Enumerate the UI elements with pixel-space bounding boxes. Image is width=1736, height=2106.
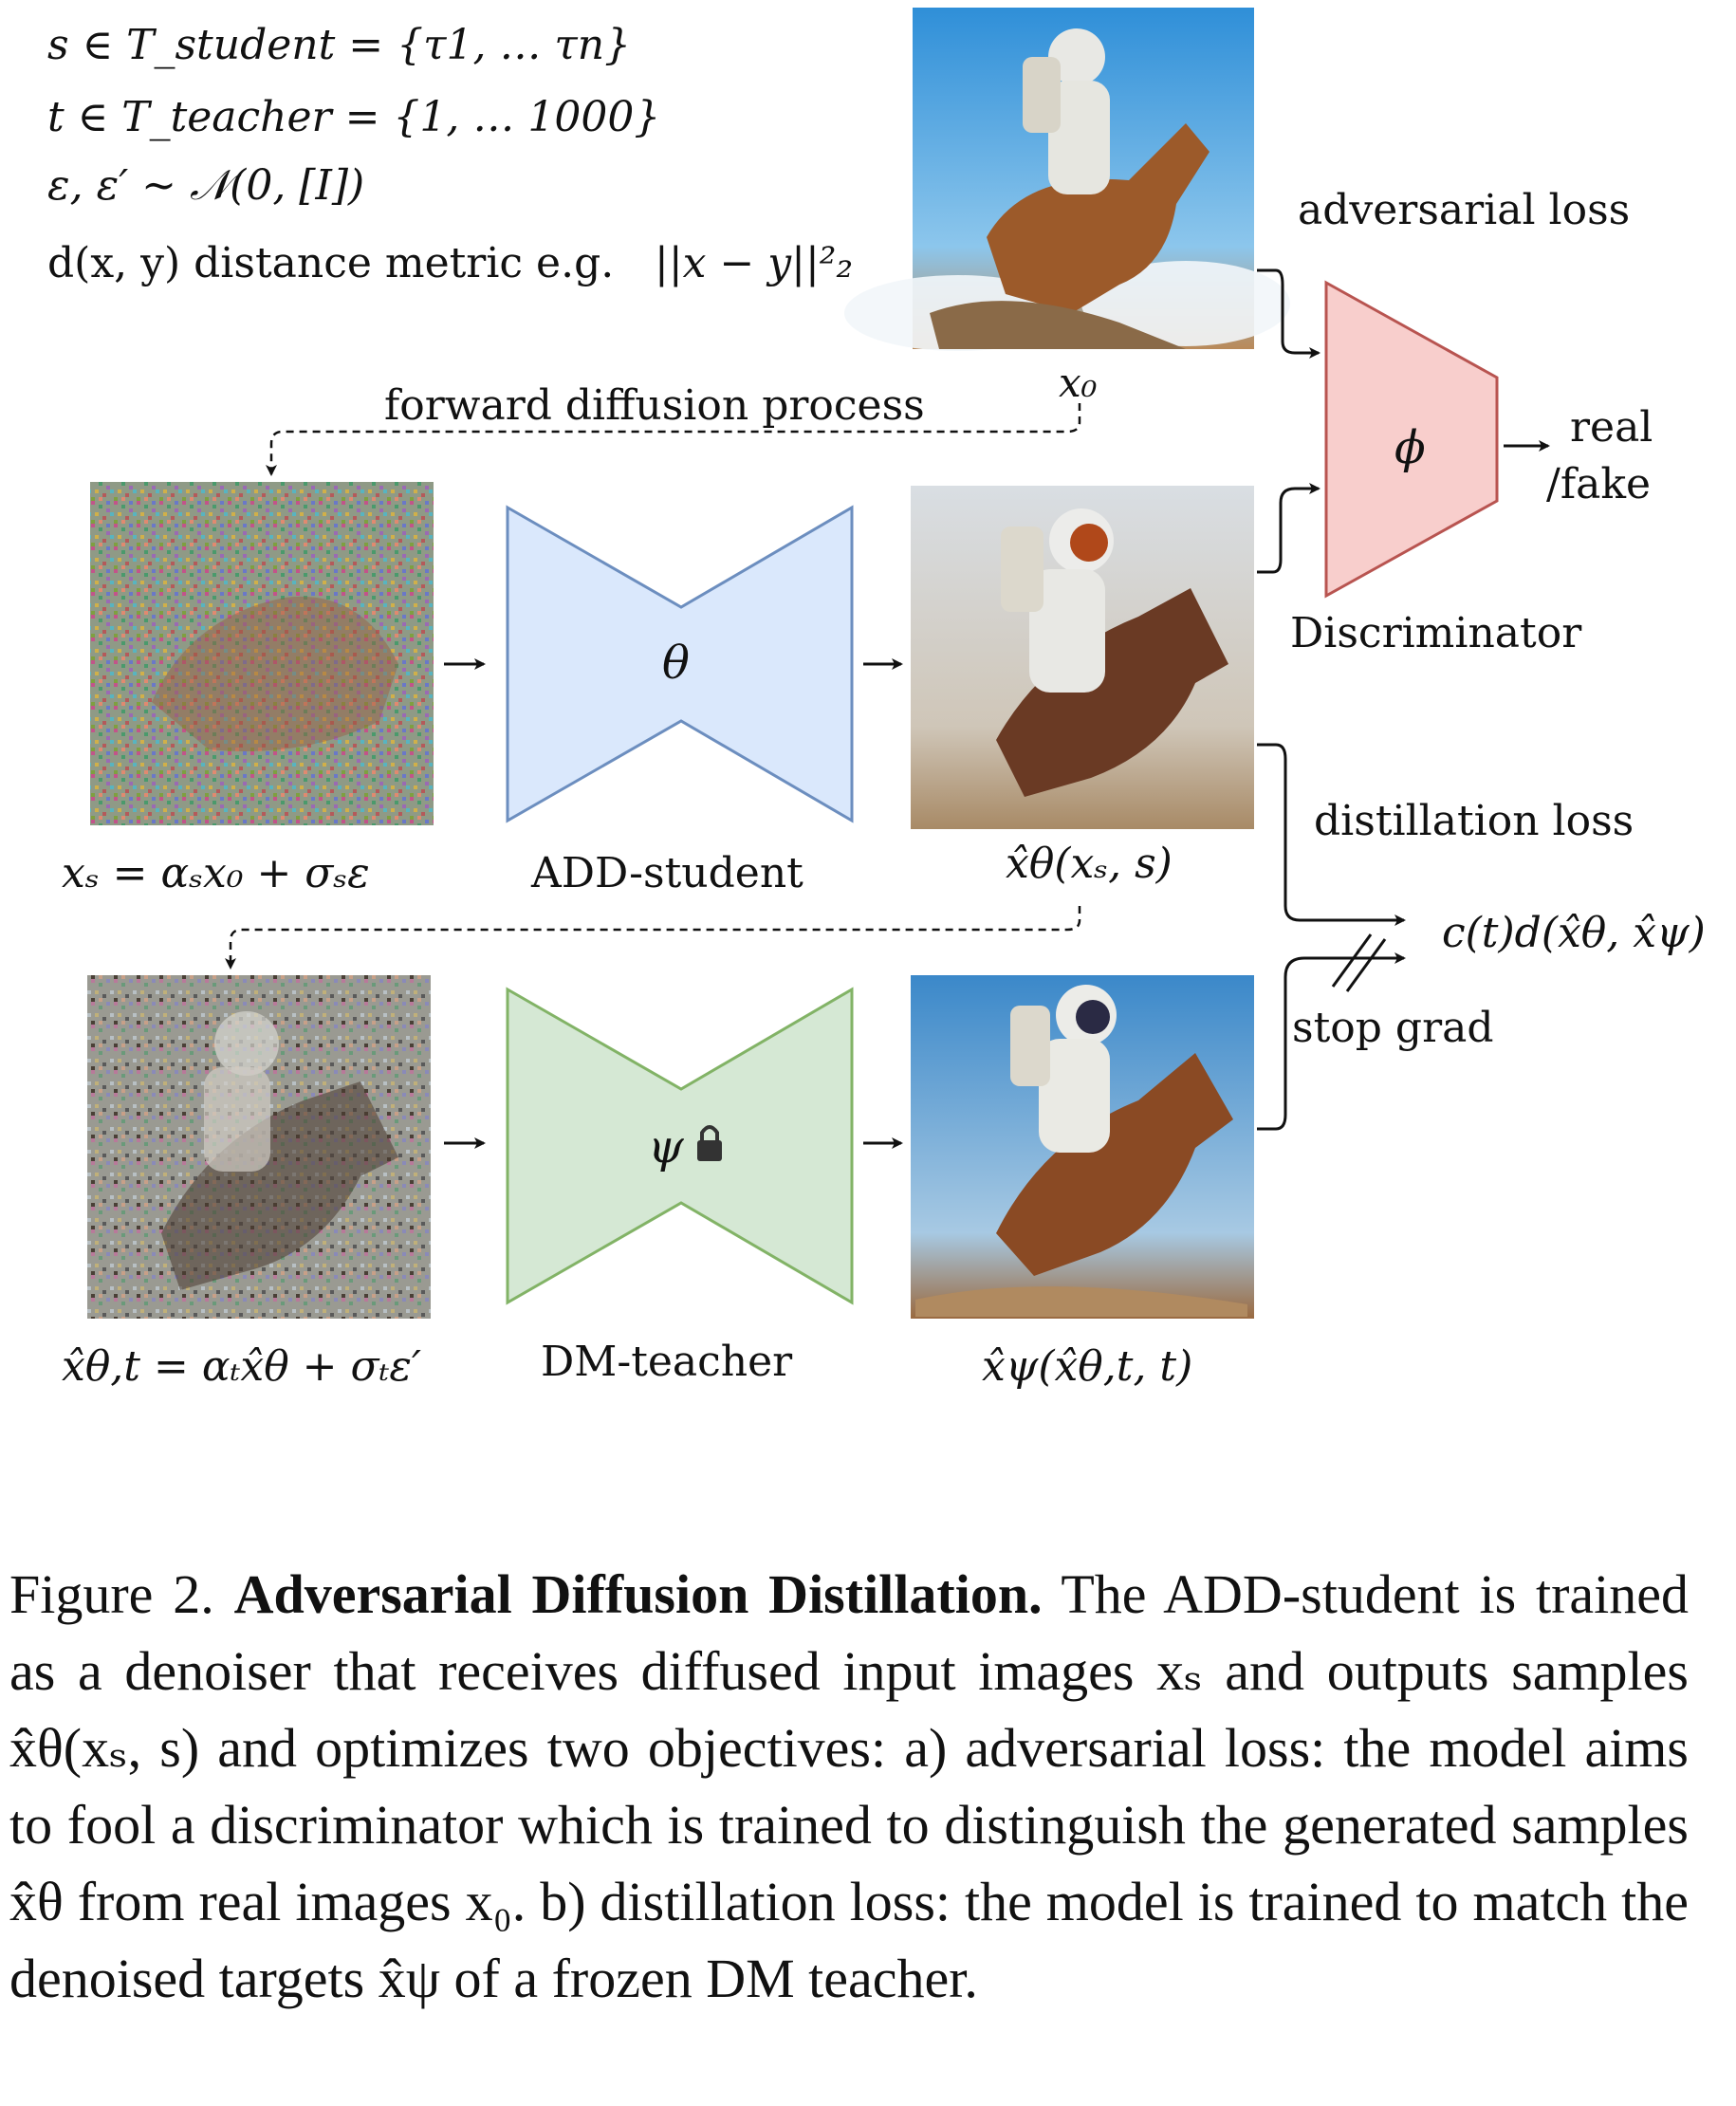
label-distillation-loss: distillation loss bbox=[1314, 797, 1634, 845]
def-student-steps: s ∈ T_student = {τ1, … τn} bbox=[47, 21, 631, 69]
label-fake: /fake bbox=[1546, 460, 1651, 508]
definitions: s ∈ T_student = {τ1, … τn} t ∈ T_teacher… bbox=[47, 21, 853, 287]
def-noise: ε, ε′ ∼ 𝒩(0, [I]) bbox=[47, 161, 364, 210]
label-x0: x₀ bbox=[1059, 360, 1098, 406]
image-xhat-theta-t bbox=[87, 975, 431, 1319]
image-student-output bbox=[911, 486, 1254, 829]
label-xs-eq: xₛ = αₛx₀ + σₛε bbox=[62, 849, 370, 897]
def-teacher-steps: t ∈ T_teacher = {1, … 1000} bbox=[47, 93, 660, 141]
teacher-block: ψ bbox=[506, 987, 854, 1305]
label-xhat-theta-t-eq: x̂θ,t = αₜx̂θ + σₜε′ bbox=[62, 1342, 421, 1391]
caption-title: Adversarial Diffusion Distillation. bbox=[233, 1563, 1043, 1625]
label-xhat-psi: x̂ψ(x̂θ,t, t) bbox=[982, 1342, 1192, 1391]
label-add-student: ADD-student bbox=[530, 849, 803, 897]
image-xs bbox=[90, 482, 434, 825]
label-dm-teacher: DM-teacher bbox=[541, 1338, 793, 1386]
def-distance: d(x, y) distance metric e.g. bbox=[47, 239, 614, 287]
label-theta: θ bbox=[662, 637, 690, 690]
label-real: real bbox=[1570, 403, 1653, 452]
label-discriminator: Discriminator bbox=[1290, 609, 1582, 657]
add-diagram: s ∈ T_student = {τ1, … τn} t ∈ T_teacher… bbox=[47, 8, 1706, 1391]
label-adversarial-loss: adversarial loss bbox=[1298, 186, 1630, 234]
label-stop-grad: stop grad bbox=[1292, 1004, 1494, 1052]
image-teacher-output bbox=[911, 975, 1254, 1319]
student-block: θ bbox=[506, 505, 854, 823]
label-phi: ϕ bbox=[1394, 421, 1426, 474]
def-distance-math: ||x − y||²₂ bbox=[655, 239, 853, 287]
label-forward-diffusion: forward diffusion process bbox=[384, 381, 925, 430]
label-loss: c(t)d(x̂θ, x̂ψ) bbox=[1442, 909, 1706, 957]
label-psi: ψ bbox=[648, 1120, 685, 1173]
discriminator-block: ϕ bbox=[1324, 280, 1499, 599]
image-x0 bbox=[844, 8, 1290, 351]
lock-icon bbox=[697, 1125, 722, 1161]
caption-prefix: Figure 2. bbox=[9, 1563, 214, 1625]
label-xhat-theta-s: x̂θ(xₛ, s) bbox=[1006, 840, 1173, 888]
figure-caption: Figure 2. Adversarial Diffusion Distilla… bbox=[9, 1556, 1689, 2017]
caption-body: The ADD-student is trained as a denoiser… bbox=[9, 1563, 1690, 2009]
